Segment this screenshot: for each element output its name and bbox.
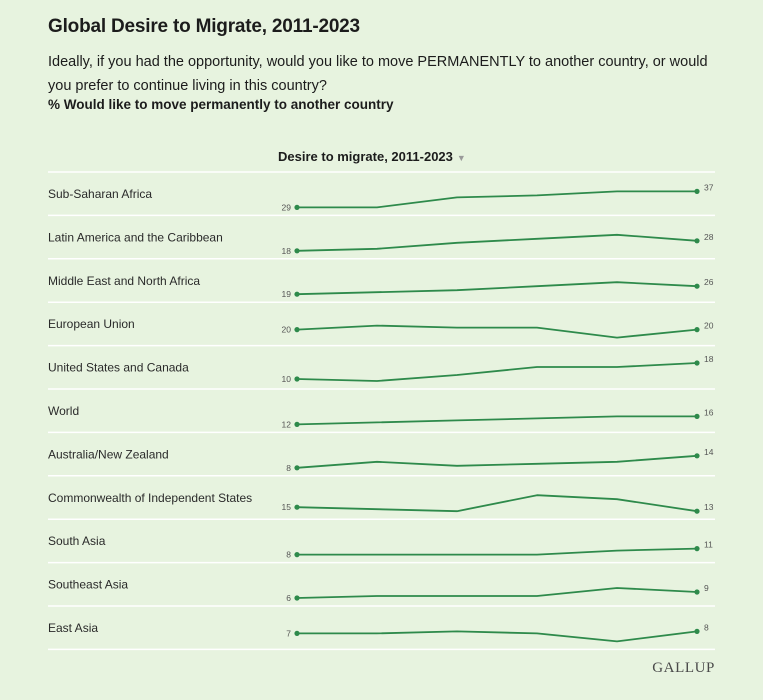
start-value-label: 19 [282,289,292,299]
start-point [294,595,300,601]
start-value-label: 8 [286,550,291,560]
end-point [694,413,700,419]
end-point [694,628,700,635]
start-point [294,248,300,254]
column-header[interactable]: Desire to migrate, 2011-2023 ▼ [278,149,466,164]
start-point [294,552,300,558]
start-point [294,421,300,427]
region-label: South Asia [48,534,106,548]
end-point [694,453,700,459]
start-point [294,504,300,510]
end-value-label: 20 [704,321,714,331]
region-label: East Asia [48,621,98,635]
measure-note: % Would like to move permanently to anot… [48,97,394,112]
region-label: Commonwealth of Independent States [48,491,252,505]
series-line [296,362,698,382]
end-value-label: 18 [704,354,714,364]
start-point [294,376,300,382]
end-point [694,589,700,595]
end-point [694,360,700,366]
start-value-label: 10 [282,374,292,384]
end-point [694,238,700,244]
series-line [296,587,698,599]
start-value-label: 6 [286,593,291,603]
end-value-label: 26 [704,277,714,287]
end-value-label: 14 [704,447,714,457]
start-value-label: 15 [282,502,292,512]
end-value-label: 8 [704,622,709,632]
region-label: Middle East and North Africa [48,274,200,288]
series-line [297,547,698,556]
start-value-label: 18 [282,246,292,256]
end-point [694,508,700,514]
start-value-label: 12 [282,419,292,429]
series-line [296,454,698,469]
end-value-label: 16 [704,407,714,417]
series-line [296,281,698,296]
series-line [296,415,697,426]
end-point [694,546,700,552]
start-value-label: 29 [282,202,292,212]
region-label: Sub-Saharan Africa [48,187,152,201]
end-point [694,188,700,194]
end-point [694,327,700,333]
triangle-down-icon[interactable]: ▼ [456,153,466,163]
column-header-label: Desire to migrate, 2011-2023 [278,149,453,164]
end-value-label: 13 [704,502,714,512]
region-label: Australia/New Zealand [48,447,169,461]
start-point [294,465,300,471]
region-label: World [48,404,79,418]
start-point [294,327,300,333]
start-value-label: 7 [286,628,291,638]
chart-subtitle: Ideally, if you had the opportunity, wou… [48,54,708,94]
region-label: Southeast Asia [48,578,128,592]
start-point [294,291,300,297]
start-point [294,204,300,210]
end-value-label: 28 [704,232,714,242]
series-line [297,630,698,643]
start-value-label: 8 [286,463,291,473]
series-line [296,324,698,339]
series-line [296,233,698,252]
start-value-label: 20 [282,325,292,335]
end-value-label: 9 [704,583,709,593]
region-label: European Union [48,317,135,331]
series-line [296,494,698,513]
start-point [294,630,300,637]
end-value-label: 11 [704,540,713,550]
series-line [297,190,697,209]
end-point [694,283,700,289]
region-label: United States and Canada [48,361,189,375]
gallup-logo: GALLUP [652,660,715,676]
chart-title: Global Desire to Migrate, 2011-2023 [48,16,360,37]
end-value-label: 37 [704,182,714,192]
region-label: Latin America and the Caribbean [48,230,223,244]
